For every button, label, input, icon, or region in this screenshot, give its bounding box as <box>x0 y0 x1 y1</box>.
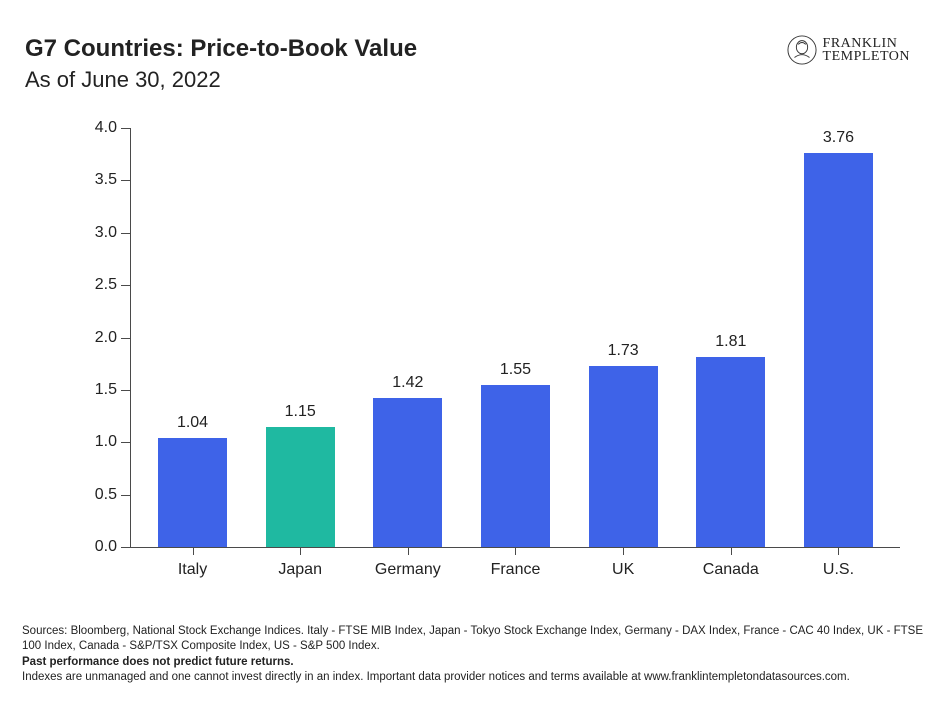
plot-region: 1.04Italy1.15Japan1.42Germany1.55France1… <box>130 128 900 548</box>
y-axis-label: 2.0 <box>95 329 131 347</box>
bar-value-label: 1.04 <box>177 414 208 432</box>
footer-disclaimer-bold: Past performance does not predict future… <box>22 655 928 671</box>
bar-rect <box>158 438 227 547</box>
brand-logo-line1: FRANKLIN <box>823 37 910 50</box>
x-tick <box>623 547 624 555</box>
brand-logo-text: FRANKLIN TEMPLETON <box>823 37 910 64</box>
y-axis-label: 1.0 <box>95 433 131 451</box>
x-axis-label: France <box>491 561 541 579</box>
bar-slot: 1.15Japan <box>246 128 354 547</box>
bar-value-label: 1.73 <box>608 342 639 360</box>
footer-sources: Sources: Bloomberg, National Stock Excha… <box>22 624 928 655</box>
y-axis-label: 3.0 <box>95 224 131 242</box>
bar-value-label: 3.76 <box>823 129 854 147</box>
x-axis-label: UK <box>612 561 634 579</box>
bar-value-label: 1.42 <box>392 374 423 392</box>
bar-value-label: 1.15 <box>285 403 316 421</box>
x-axis-label: U.S. <box>823 561 854 579</box>
bar-rect <box>589 366 658 547</box>
chart-subtitle: As of June 30, 2022 <box>25 67 417 93</box>
bar-value-label: 1.81 <box>715 333 746 351</box>
bar-container: 1.04Italy1.15Japan1.42Germany1.55France1… <box>131 128 900 547</box>
header: G7 Countries: Price-to-Book Value As of … <box>0 0 950 103</box>
x-tick <box>300 547 301 555</box>
y-axis-label: 0.5 <box>95 486 131 504</box>
x-tick <box>193 547 194 555</box>
footer: Sources: Bloomberg, National Stock Excha… <box>22 624 928 686</box>
bar-value-label: 1.55 <box>500 361 531 379</box>
bar-rect <box>804 153 873 547</box>
title-block: G7 Countries: Price-to-Book Value As of … <box>25 35 417 93</box>
bar-slot: 1.04Italy <box>139 128 247 547</box>
chart-area: 1.04Italy1.15Japan1.42Germany1.55France1… <box>60 128 910 588</box>
footer-disclaimer: Indexes are unmanaged and one cannot inv… <box>22 670 928 686</box>
bar-slot: 1.73UK <box>569 128 677 547</box>
brand-logo-line2: TEMPLETON <box>823 50 910 63</box>
y-axis-label: 0.0 <box>95 538 131 556</box>
bar-rect <box>266 427 335 547</box>
x-axis-label: Germany <box>375 561 441 579</box>
y-axis-label: 2.5 <box>95 276 131 294</box>
x-axis-label: Japan <box>278 561 322 579</box>
y-axis-label: 1.5 <box>95 381 131 399</box>
x-axis-label: Italy <box>178 561 207 579</box>
bar-slot: 1.81Canada <box>677 128 785 547</box>
x-tick <box>838 547 839 555</box>
y-axis-label: 3.5 <box>95 171 131 189</box>
brand-logo-icon <box>787 35 817 65</box>
bar-slot: 1.55France <box>462 128 570 547</box>
x-tick <box>515 547 516 555</box>
brand-logo: FRANKLIN TEMPLETON <box>787 35 910 65</box>
bar-rect <box>696 357 765 547</box>
x-tick <box>408 547 409 555</box>
bar-rect <box>373 398 442 547</box>
bar-slot: 1.42Germany <box>354 128 462 547</box>
x-axis-label: Canada <box>703 561 759 579</box>
bar-slot: 3.76U.S. <box>785 128 893 547</box>
x-tick <box>731 547 732 555</box>
y-axis-label: 4.0 <box>95 119 131 137</box>
chart-title: G7 Countries: Price-to-Book Value <box>25 35 417 63</box>
bar-rect <box>481 385 550 547</box>
